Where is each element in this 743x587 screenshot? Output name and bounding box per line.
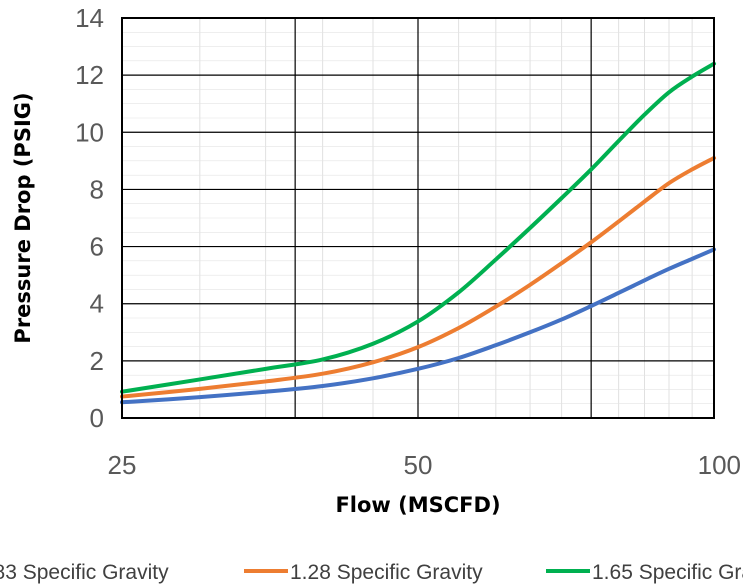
series-lines bbox=[120, 61, 716, 405]
series-line-0 bbox=[120, 247, 716, 405]
y-tick-label: 4 bbox=[90, 289, 104, 319]
legend-label-1: 1.28 Specific Gravity bbox=[290, 561, 483, 584]
y-tick-labels: 0 2 4 6 8 10 12 14 bbox=[75, 3, 104, 433]
x-tick-label: 50 bbox=[404, 450, 433, 480]
grid bbox=[121, 17, 715, 419]
plot-frame bbox=[121, 17, 715, 419]
legend-label-2: 1.65 Specific Gravity bbox=[592, 561, 743, 584]
legend: 0.83 Specific Gravity 1.28 Specific Gravi… bbox=[0, 561, 743, 584]
series-line-1 bbox=[120, 156, 716, 399]
series-line-2 bbox=[120, 61, 716, 394]
x-tick-labels: 25 50 100 bbox=[108, 450, 741, 480]
y-tick-label: 0 bbox=[90, 403, 104, 433]
x-axis-title: Flow (MSCFD) bbox=[335, 493, 500, 517]
y-tick-label: 14 bbox=[75, 3, 104, 33]
x-tick-label: 25 bbox=[108, 450, 137, 480]
y-axis-title: Pressure Drop (PSIG) bbox=[11, 92, 35, 343]
y-tick-label: 8 bbox=[90, 174, 104, 204]
y-tick-label: 2 bbox=[90, 346, 104, 376]
legend-label-0: 0.83 Specific Gravity bbox=[0, 561, 169, 584]
y-tick-label: 10 bbox=[75, 117, 104, 147]
x-tick-label: 100 bbox=[698, 450, 741, 480]
y-tick-label: 6 bbox=[90, 232, 104, 262]
y-tick-label: 12 bbox=[75, 60, 104, 90]
